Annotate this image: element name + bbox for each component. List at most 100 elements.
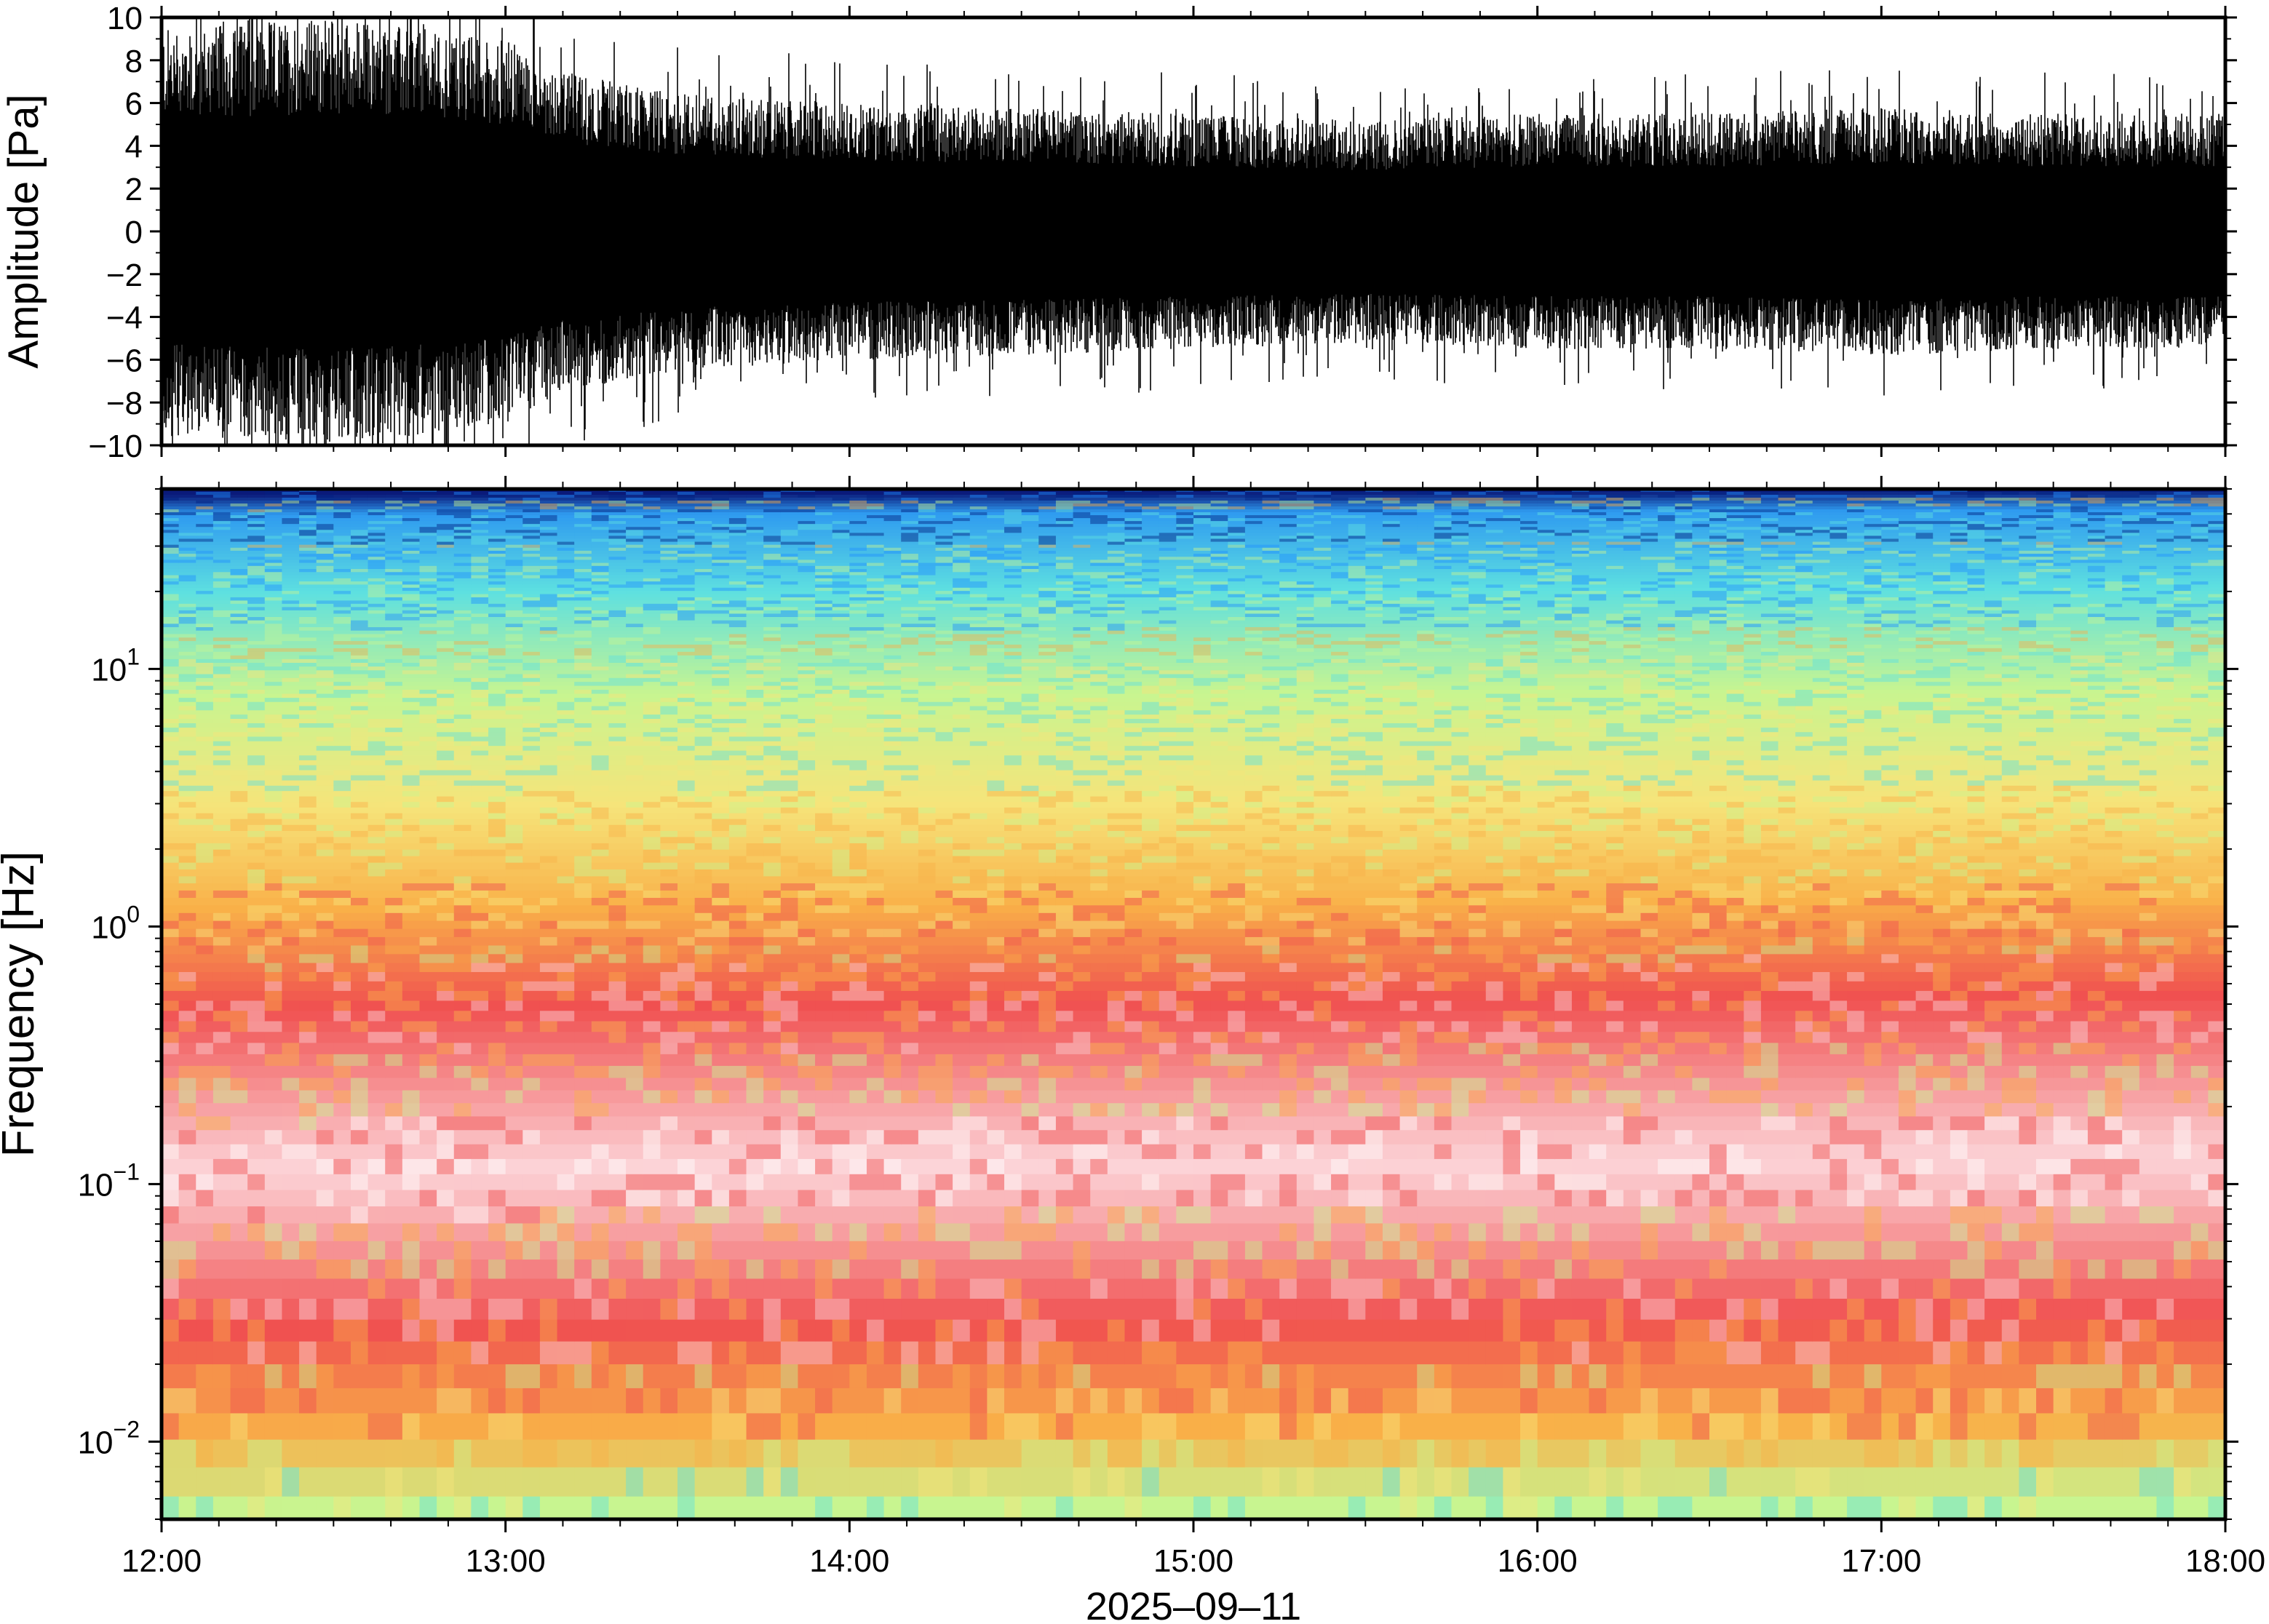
spectrogram-cell	[437, 536, 455, 540]
spectrogram-cell	[608, 732, 627, 738]
spectrogram-cell	[350, 562, 369, 567]
spectrogram-cell	[299, 1090, 317, 1104]
spectrogram-cell	[712, 732, 730, 738]
spectrogram-cell	[316, 945, 335, 955]
spectrogram-cell	[367, 1259, 386, 1280]
spectrogram-cell	[591, 1467, 610, 1497]
spectrogram-cell	[694, 1032, 713, 1044]
waveform-y-tick-label: 4	[125, 129, 143, 164]
spectrogram-cell	[196, 706, 214, 712]
spectrogram-cell	[178, 802, 197, 808]
spectrogram-cell	[299, 658, 317, 664]
spectrogram-cell	[230, 775, 248, 781]
spectrogram-cell	[402, 1174, 421, 1191]
spectrogram-cell	[316, 1439, 335, 1468]
spectrogram-cell	[522, 620, 541, 625]
spectrogram-cell	[282, 624, 300, 628]
spectrogram-cell	[522, 1000, 541, 1012]
spectrogram-cell	[453, 1103, 472, 1118]
spectrogram-cell	[264, 512, 283, 516]
spectrogram-cell	[350, 856, 369, 864]
spectrogram-cell	[385, 728, 403, 733]
spectrogram-cell	[574, 512, 592, 516]
spectrogram-cell	[505, 677, 524, 682]
spectrogram-cell	[488, 750, 506, 757]
spectrogram-cell	[557, 905, 575, 914]
spectrogram-cell	[264, 610, 283, 615]
spectrogram-cell	[316, 610, 335, 615]
spectrogram-cell	[247, 584, 266, 589]
spectrogram-cell	[608, 936, 627, 947]
spectrogram-cell	[350, 1439, 369, 1468]
spectrogram-cell	[247, 990, 266, 1002]
spectrogram-cell	[196, 719, 214, 724]
spectrogram-cell	[505, 626, 524, 632]
spectrogram-cell	[522, 503, 541, 507]
spectrogram-cell	[643, 1158, 661, 1175]
spectrogram-cell	[162, 610, 180, 615]
spectrogram-cell	[591, 912, 610, 922]
spectrogram-cell	[178, 765, 197, 771]
spectrogram-cell	[247, 562, 266, 567]
spectrogram-cell	[316, 651, 335, 656]
spectrogram-cell	[282, 560, 300, 564]
spectrogram-cell	[196, 963, 214, 973]
spectrogram-cell	[660, 597, 678, 602]
spectrogram-cell	[196, 760, 214, 766]
spectrogram-cell	[367, 905, 386, 914]
spectrogram-cell	[574, 617, 592, 621]
spectrogram-cell	[471, 796, 489, 803]
spectrogram-cell	[282, 1116, 300, 1131]
spectrogram-cell	[660, 554, 678, 558]
spectrogram-cell	[557, 515, 575, 519]
spectrogram-cell	[419, 644, 437, 649]
spectrogram-cell	[367, 648, 386, 653]
spectrogram-cell	[212, 547, 231, 552]
spectrogram-cell	[264, 755, 283, 761]
spectrogram-cell	[643, 954, 661, 964]
spectrogram-cell	[694, 544, 713, 549]
spectrogram-cell	[402, 981, 421, 992]
spectrogram-cell	[437, 587, 455, 592]
spectrogram-cell	[626, 760, 644, 766]
spectrogram-cell	[212, 760, 231, 766]
spectrogram-cell	[574, 1021, 592, 1033]
spectrogram-cell	[643, 1190, 661, 1207]
spectrogram-cell	[453, 1319, 472, 1342]
spectrogram-cell	[660, 562, 678, 567]
spectrogram-cell	[212, 706, 231, 712]
spectrogram-cell	[385, 524, 403, 528]
spectrogram-cell	[437, 541, 455, 546]
spectrogram-cell	[505, 1158, 524, 1175]
spectrogram-cell	[608, 620, 627, 625]
spectrogram-cell	[626, 1011, 644, 1022]
spectrogram-cell	[453, 954, 472, 964]
spectrogram-cell	[350, 682, 369, 687]
spectrogram-cell	[367, 641, 386, 645]
spectrogram-cell	[557, 1130, 575, 1145]
spectrogram-cell	[453, 603, 472, 608]
spectrogram-cell	[660, 581, 678, 586]
spectrogram-cell	[453, 674, 472, 679]
spectrogram-cell	[539, 674, 558, 679]
spectrogram-cell	[626, 1054, 644, 1067]
spectrogram-cell	[677, 746, 696, 752]
spectrogram-cell	[282, 630, 300, 635]
spectrogram-cell	[660, 1467, 678, 1497]
spectrogram-cell	[437, 1065, 455, 1079]
spectrogram-cell	[557, 701, 575, 707]
spectrogram-cell	[264, 518, 283, 522]
spectrogram-cell	[539, 869, 558, 877]
spectrogram-cell	[333, 831, 351, 838]
spectrogram-cell	[608, 746, 627, 752]
spectrogram-cell	[522, 819, 541, 826]
spectrogram-cell	[677, 655, 696, 660]
spectrogram-cell	[316, 831, 335, 838]
spectrogram-cell	[712, 869, 730, 877]
spectrogram-cell	[230, 971, 248, 982]
spectrogram-cell	[728, 780, 747, 787]
spectrogram-cell	[471, 741, 489, 747]
spectrogram-cell	[247, 662, 266, 667]
spectrogram-cell	[574, 1116, 592, 1131]
spectrogram-cell	[162, 1341, 180, 1365]
